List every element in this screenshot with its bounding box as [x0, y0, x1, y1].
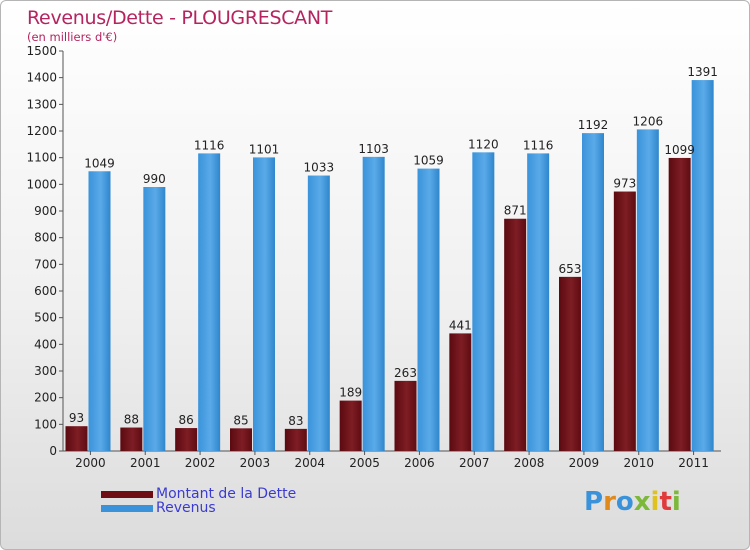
y-tick-label: 700: [34, 257, 57, 271]
x-tick-label: 2002: [185, 456, 216, 470]
bar-dette: [394, 380, 417, 451]
bar-dette: [559, 276, 581, 451]
bar-revenus: [88, 171, 111, 451]
y-tick-label: 400: [34, 337, 57, 351]
bar-dette: [175, 428, 198, 451]
value-label-dette: 83: [288, 414, 303, 428]
y-tick-label: 800: [34, 231, 57, 245]
y-tick-label: 1300: [26, 97, 57, 111]
value-label-dette: 93: [69, 411, 84, 425]
bar-revenus: [472, 152, 495, 452]
bar-dette: [613, 191, 636, 452]
bar-revenus: [417, 168, 440, 451]
value-label-dette: 973: [613, 177, 636, 191]
bar-dette: [284, 428, 307, 451]
bar-dette: [449, 333, 472, 451]
value-label-revenus: 1033: [304, 161, 335, 175]
y-tick-label: 0: [49, 444, 57, 458]
value-label-dette: 871: [504, 204, 527, 218]
bar-revenus: [307, 175, 330, 452]
value-label-revenus: 1116: [194, 138, 225, 152]
value-label-revenus: 1120: [468, 137, 499, 151]
x-tick-label: 2001: [130, 456, 161, 470]
y-tick-label: 1100: [26, 151, 57, 165]
value-label-dette: 189: [339, 386, 362, 400]
bar-revenus: [636, 129, 659, 451]
y-tick-label: 1500: [26, 44, 57, 58]
y-tick-label: 1400: [26, 71, 57, 85]
value-label-dette: 653: [559, 262, 582, 276]
chart-title: Revenus/Dette - PLOUGRESCANT: [27, 7, 333, 29]
x-tick-label: 2009: [569, 456, 600, 470]
value-label-revenus: 1101: [249, 142, 280, 156]
bar-revenus: [691, 80, 714, 452]
logo-letter: o: [615, 487, 634, 517]
legend-label-dette: Montant de la Dette: [156, 486, 297, 502]
bar-revenus: [582, 133, 604, 451]
bar-revenus: [362, 156, 385, 451]
logo-letter: x: [633, 487, 651, 517]
value-label-dette: 88: [124, 413, 139, 427]
value-label-dette: 86: [179, 413, 194, 427]
bar-dette: [65, 426, 88, 451]
value-label-revenus: 1391: [687, 65, 718, 79]
bar-dette: [668, 157, 691, 451]
x-tick-label: 2010: [623, 456, 654, 470]
legend-swatch-revenus: [101, 505, 153, 512]
y-tick-label: 200: [34, 391, 57, 405]
y-tick-label: 1000: [26, 177, 57, 191]
value-label-revenus: 1116: [523, 138, 554, 152]
x-tick-label: 2005: [349, 456, 380, 470]
proxiti-logo: Proxiti: [584, 487, 681, 517]
logo-letter: i: [671, 487, 681, 517]
bar-revenus: [527, 153, 550, 451]
y-tick-label: 1200: [26, 124, 57, 138]
bar-revenus: [253, 157, 275, 451]
x-tick-label: 2000: [75, 456, 106, 470]
logo-letter: r: [603, 487, 616, 517]
logo-letter: P: [584, 487, 604, 517]
value-label-revenus: 1192: [578, 118, 609, 132]
value-label-dette: 1099: [664, 143, 695, 157]
x-tick-label: 2008: [514, 456, 545, 470]
logo-letter: i: [650, 487, 660, 517]
bar-dette: [504, 218, 527, 451]
legend-label-revenus: Revenus: [156, 500, 216, 516]
logo-letter: t: [659, 487, 672, 517]
value-label-revenus: 990: [143, 172, 166, 186]
x-tick-label: 2007: [459, 456, 490, 470]
y-tick-label: 300: [34, 364, 57, 378]
bar-dette: [339, 400, 362, 451]
y-tick-label: 500: [34, 311, 57, 325]
y-tick-label: 600: [34, 284, 57, 298]
x-tick-label: 2004: [294, 456, 325, 470]
x-tick-label: 2006: [404, 456, 435, 470]
y-tick-label: 900: [34, 204, 57, 218]
bar-revenus: [143, 187, 166, 451]
value-label-dette: 85: [233, 413, 248, 427]
bar-revenus: [198, 153, 221, 451]
y-tick-label: 100: [34, 417, 57, 431]
value-label-revenus: 1059: [413, 154, 444, 168]
chart-subtitle: (en milliers d'€): [27, 30, 118, 44]
value-label-dette: 263: [394, 366, 417, 380]
value-label-dette: 441: [449, 318, 472, 332]
x-tick-label: 2003: [240, 456, 271, 470]
value-label-revenus: 1103: [358, 142, 389, 156]
bar-dette: [230, 428, 252, 451]
bar-dette: [120, 427, 143, 451]
legend-swatch-dette: [101, 491, 153, 498]
value-label-revenus: 1206: [633, 114, 664, 128]
x-tick-label: 2011: [678, 456, 709, 470]
value-label-revenus: 1049: [84, 156, 115, 170]
